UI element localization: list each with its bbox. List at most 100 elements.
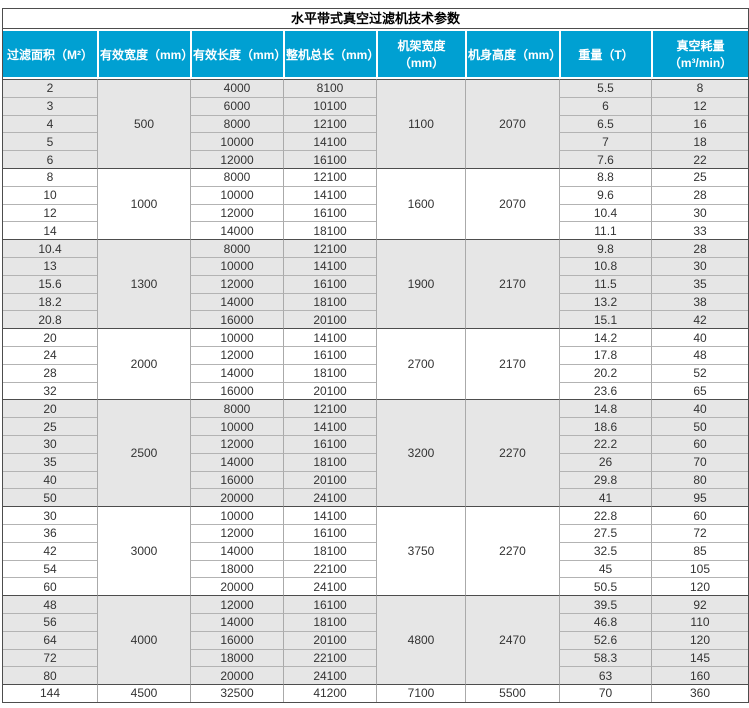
- cell-filter-area: 54: [3, 559, 97, 578]
- cell-filter-area: 28: [3, 363, 97, 382]
- column-header-5: 机身高度（mm）: [465, 29, 559, 79]
- cell-effective-length: 18000: [190, 559, 283, 578]
- cell-body-height: 2470: [465, 595, 559, 685]
- cell-weight: 22.8: [559, 506, 651, 524]
- cell-effective-length: 12000: [190, 203, 283, 222]
- cell-effective-length: 10000: [190, 506, 283, 524]
- table-row: 64 16000 20100 52.6 120: [3, 630, 748, 649]
- cell-effective-length: 4000: [190, 79, 283, 97]
- table-row: 48 4000 12000 16100 4800 2470 39.5 92: [3, 595, 748, 685]
- cell-filter-area: 20: [3, 328, 97, 346]
- cell-vacuum-consumption: 120: [651, 630, 748, 649]
- table-row: 4 8000 12100 6.5 16: [3, 114, 748, 133]
- cell-filter-area: 15.6: [3, 274, 97, 293]
- cell-effective-length: 16000: [190, 381, 283, 400]
- column-header-1: 有效宽度（mm）: [97, 29, 190, 79]
- table-row: 144 4500 32500 41200 7100 5500 70 360: [3, 684, 748, 702]
- cell-total-length: 14100: [283, 417, 376, 435]
- cell-vacuum-consumption: 30: [651, 256, 748, 275]
- cell-total-length: 14100: [283, 132, 376, 151]
- cell-effective-width: 1000: [97, 167, 190, 240]
- cell-vacuum-consumption: 60: [651, 506, 748, 524]
- cell-weight: 50.5: [559, 577, 651, 596]
- cell-weight: 11.1: [559, 221, 651, 240]
- cell-effective-width: 3000: [97, 506, 190, 596]
- cell-weight: 5.5: [559, 79, 651, 97]
- cell-weight: 9.6: [559, 185, 651, 204]
- cell-total-length: 14100: [283, 506, 376, 524]
- cell-total-length: 12100: [283, 114, 376, 133]
- cell-weight: 46.8: [559, 612, 651, 631]
- table-row: 50 20000 24100 41 95: [3, 488, 748, 507]
- cell-total-length: 16100: [283, 523, 376, 542]
- cell-total-length: 24100: [283, 577, 376, 596]
- cell-total-length: 12100: [283, 239, 376, 257]
- cell-effective-width: 1300: [97, 239, 190, 329]
- cell-filter-area: 48: [3, 595, 97, 613]
- cell-filter-area: 2: [3, 79, 97, 97]
- cell-vacuum-consumption: 40: [651, 399, 748, 418]
- cell-vacuum-consumption: 25: [651, 167, 748, 186]
- cell-vacuum-consumption: 92: [651, 595, 748, 613]
- cell-vacuum-consumption: 12: [651, 96, 748, 115]
- cell-frame-width: 3750: [376, 506, 465, 596]
- cell-effective-length: 20000: [190, 488, 283, 507]
- cell-weight: 14.8: [559, 399, 651, 418]
- cell-weight: 20.2: [559, 363, 651, 382]
- cell-vacuum-consumption: 60: [651, 434, 748, 453]
- cell-weight: 9.8: [559, 239, 651, 257]
- cell-frame-width: 4800: [376, 595, 465, 685]
- cell-weight: 10.8: [559, 256, 651, 275]
- table-row: 80 20000 24100 63 160: [3, 666, 748, 685]
- column-header-3: 整机总长（mm）: [283, 29, 376, 79]
- cell-effective-length: 10000: [190, 256, 283, 275]
- cell-total-length: 41200: [283, 684, 376, 702]
- cell-vacuum-consumption: 85: [651, 541, 748, 560]
- cell-filter-area: 35: [3, 452, 97, 471]
- cell-body-height: 2270: [465, 399, 559, 507]
- cell-filter-area: 14: [3, 221, 97, 240]
- cell-effective-width: 4500: [97, 684, 190, 702]
- table-row: 10 10000 14100 9.6 28: [3, 185, 748, 204]
- cell-vacuum-consumption: 38: [651, 292, 748, 311]
- cell-effective-length: 14000: [190, 452, 283, 471]
- cell-vacuum-consumption: 160: [651, 666, 748, 685]
- cell-total-length: 22100: [283, 559, 376, 578]
- cell-effective-width: 2000: [97, 328, 190, 400]
- cell-weight: 41: [559, 488, 651, 507]
- cell-filter-area: 72: [3, 648, 97, 667]
- cell-frame-width: 1900: [376, 239, 465, 329]
- table-row: 25 10000 14100 18.6 50: [3, 417, 748, 435]
- cell-weight: 45: [559, 559, 651, 578]
- table-row: 8 1000 8000 12100 1600 2070 8.8 25: [3, 167, 748, 240]
- cell-frame-width: 1100: [376, 79, 465, 168]
- cell-weight: 7: [559, 132, 651, 151]
- cell-filter-area: 80: [3, 666, 97, 685]
- cell-frame-width: 7100: [376, 684, 465, 702]
- cell-filter-area: 12: [3, 203, 97, 222]
- cell-effective-length: 8000: [190, 114, 283, 133]
- cell-filter-area: 40: [3, 470, 97, 489]
- cell-effective-width: 2500: [97, 399, 190, 507]
- cell-weight: 39.5: [559, 595, 651, 613]
- table-row: 10.4 1300 8000 12100 1900 2170 9.8 28: [3, 239, 748, 329]
- cell-total-length: 14100: [283, 185, 376, 204]
- cell-effective-length: 10000: [190, 328, 283, 346]
- cell-body-height: 2170: [465, 239, 559, 329]
- cell-frame-width: 2700: [376, 328, 465, 400]
- cell-vacuum-consumption: 120: [651, 577, 748, 596]
- cell-filter-area: 50: [3, 488, 97, 507]
- cell-body-height: 2170: [465, 328, 559, 400]
- cell-effective-length: 14000: [190, 541, 283, 560]
- cell-filter-area: 6: [3, 150, 97, 168]
- cell-vacuum-consumption: 50: [651, 417, 748, 435]
- cell-vacuum-consumption: 22: [651, 150, 748, 168]
- cell-effective-width: 500: [97, 79, 190, 168]
- cell-filter-area: 60: [3, 577, 97, 596]
- cell-filter-area: 10: [3, 185, 97, 204]
- table-row: 72 18000 22100 58.3 145: [3, 648, 748, 667]
- table-row: 42 14000 18100 32.5 85: [3, 541, 748, 560]
- cell-effective-length: 10000: [190, 185, 283, 204]
- cell-filter-area: 4: [3, 114, 97, 133]
- table-row: 13 10000 14100 10.8 30: [3, 256, 748, 275]
